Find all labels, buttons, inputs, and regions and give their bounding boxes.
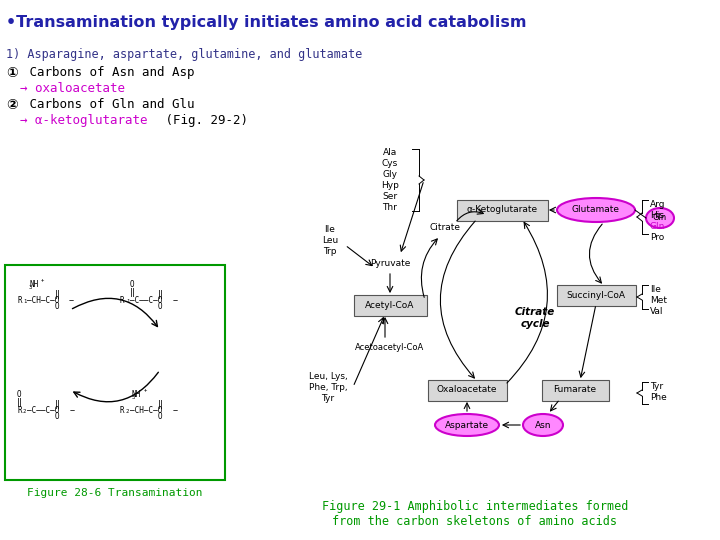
Text: O: O [55,302,60,311]
Text: −: − [173,296,178,305]
Text: ‖: ‖ [130,288,135,297]
Text: R: R [120,406,125,415]
Text: Ile: Ile [650,285,661,294]
FancyBboxPatch shape [456,199,547,220]
Text: → oxaloacetate: → oxaloacetate [20,82,125,95]
Text: ‖: ‖ [158,290,163,299]
Text: His: His [650,211,664,220]
Text: Acetyl-CoA: Acetyl-CoA [365,300,415,309]
Text: —CH—C—O: —CH—C—O [130,406,163,415]
FancyBboxPatch shape [354,294,426,315]
Text: 3: 3 [29,285,32,290]
Text: Figure 28-6 Transamination: Figure 28-6 Transamination [27,488,203,498]
Text: Gln: Gln [653,213,667,222]
Text: Asn: Asn [535,421,552,429]
Text: NH: NH [132,390,141,399]
Ellipse shape [435,414,499,436]
Text: ‖: ‖ [158,400,163,409]
Text: ②: ② [6,98,18,112]
Text: Val: Val [650,307,664,316]
Text: O: O [17,390,22,399]
Text: Acetoacetyl-CoA: Acetoacetyl-CoA [356,343,425,352]
Text: Ile: Ile [325,225,336,234]
Text: Aspartate: Aspartate [445,421,489,429]
Text: —C——C—O: —C——C—O [130,296,163,305]
Text: −: − [70,406,75,415]
Text: ‖: ‖ [55,400,60,409]
Text: 1: 1 [23,299,26,304]
Ellipse shape [523,414,563,436]
Text: α-Ketoglutarate: α-Ketoglutarate [467,206,538,214]
Text: Ala: Ala [383,148,397,157]
Text: → α-ketoglutarate: → α-ketoglutarate [20,114,148,127]
Text: O: O [55,412,60,421]
Text: Glutamate: Glutamate [572,206,620,214]
Text: •Transamination typically initiates amino acid catabolism: •Transamination typically initiates amin… [6,15,526,30]
Text: (Fig. 29-2): (Fig. 29-2) [158,114,248,127]
FancyBboxPatch shape [541,380,608,401]
Text: O: O [158,302,163,311]
Text: ‖: ‖ [17,398,22,407]
Text: —C——C—O: —C——C—O [27,406,59,415]
Text: R: R [17,296,22,305]
Text: R: R [120,296,125,305]
Text: Thr: Thr [382,203,397,212]
Ellipse shape [646,208,674,228]
Text: Ser: Ser [382,192,397,201]
Text: Tyr: Tyr [650,382,663,391]
Text: Citrate: Citrate [430,224,461,233]
Ellipse shape [557,198,635,222]
Text: O: O [130,280,135,289]
Text: Citrate
cycle: Citrate cycle [515,307,555,329]
Text: 3: 3 [132,395,135,400]
Text: Pro: Pro [650,233,665,242]
Text: Pyruvate: Pyruvate [370,259,410,267]
Text: ①: ① [6,66,18,80]
Text: Phe, Trp,: Phe, Trp, [309,383,347,392]
Text: 2: 2 [23,409,26,414]
Text: +: + [41,277,44,282]
Text: Carbons of Gln and Glu: Carbons of Gln and Glu [22,98,194,111]
Text: from the carbon skeletons of amino acids: from the carbon skeletons of amino acids [333,515,618,528]
Text: NH: NH [29,280,38,289]
Text: R: R [17,406,22,415]
Text: −: − [69,296,74,305]
Text: Cys: Cys [382,159,398,168]
Text: Carbons of Asn and Asp: Carbons of Asn and Asp [22,66,194,79]
Text: Succinyl-CoA: Succinyl-CoA [567,291,626,300]
Text: 2: 2 [126,409,130,414]
Text: Fumarate: Fumarate [554,386,597,395]
Text: Hyp: Hyp [381,181,399,190]
Text: 1) Asparagine, aspartate, glutamine, and glutamate: 1) Asparagine, aspartate, glutamine, and… [6,48,362,61]
Text: Gln: Gln [650,222,665,231]
Text: Figure 29-1 Amphibolic intermediates formed: Figure 29-1 Amphibolic intermediates for… [322,500,628,513]
FancyBboxPatch shape [428,380,506,401]
Text: —CH—C—O: —CH—C—O [27,296,59,305]
Text: +: + [144,387,148,392]
Text: −: − [173,406,178,415]
Text: Trp: Trp [323,247,337,256]
FancyBboxPatch shape [557,285,636,306]
Text: Met: Met [650,296,667,305]
FancyBboxPatch shape [5,265,225,480]
Text: Leu, Lys,: Leu, Lys, [309,372,347,381]
Text: Phe: Phe [650,393,667,402]
Text: O: O [158,412,163,421]
Text: Oxaloacetate: Oxaloacetate [437,386,498,395]
Text: Leu: Leu [322,236,338,245]
Text: Tyr: Tyr [321,394,335,403]
Text: ‖: ‖ [55,290,60,299]
Text: Arg: Arg [650,200,665,209]
Text: 1: 1 [126,299,130,304]
Text: Gly: Gly [382,170,397,179]
